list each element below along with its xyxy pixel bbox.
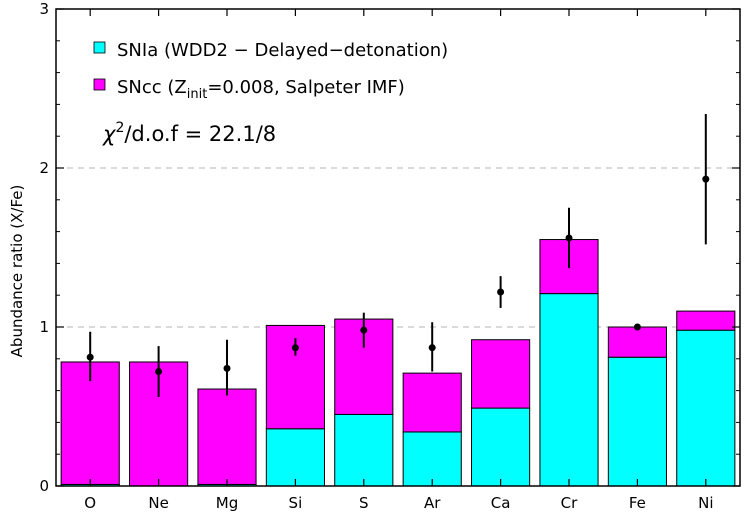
bar-sncc-fe (607, 326, 667, 358)
observed-point-ne (155, 368, 163, 376)
legend: SNIa (WDD2 − Delayed−detonation) SNcc (Z… (93, 40, 448, 102)
bar-sncc-ar (402, 372, 462, 433)
y-tick-label: 2 (39, 159, 49, 177)
bar-snia-ar (402, 431, 462, 487)
bar-snia-s (334, 413, 394, 487)
legend-swatch-snia (93, 41, 106, 54)
observed-point-o (86, 353, 94, 361)
x-tick-label-ar: Ar (424, 494, 441, 512)
bar-snia-cr (539, 293, 599, 487)
observed-points (86, 113, 710, 397)
y-tick-label: 1 (39, 318, 49, 336)
observed-point-mg (223, 364, 231, 372)
x-tick-label-ca: Ca (491, 494, 511, 512)
x-tick-label-mg: Mg (216, 494, 238, 512)
observed-point-s (360, 326, 368, 334)
y-tick-label: 3 (39, 0, 49, 18)
bar-snia-ni (676, 329, 736, 487)
legend-label-snia: SNIa (WDD2 − Delayed−detonation) (117, 40, 448, 61)
y-axis-label: Abundance ratio (X/Fe) (8, 185, 26, 358)
bar-sncc-ca (471, 339, 531, 409)
x-tick-label-fe: Fe (629, 494, 646, 512)
x-tick-label-si: Si (289, 494, 303, 512)
axis-ticks: 0 1 2 3 O Ne Mg Si S Ar Ca Cr Fe Ni (39, 0, 740, 512)
observed-point-ca (497, 288, 505, 296)
x-tick-label-cr: Cr (561, 494, 578, 512)
observed-point-si (291, 344, 299, 352)
bar-snia-ca (471, 407, 531, 487)
legend-label-sncc: SNcc (Zinit=0.008, Salpeter IMF) (117, 77, 405, 102)
bar-sncc-o (60, 361, 120, 485)
chi-square-annotation: χ2/d.o.f = 22.1/8 (102, 120, 276, 146)
y-tick-label: 0 (39, 477, 49, 495)
observed-point-ni (702, 175, 710, 183)
grid-lines (56, 167, 740, 328)
plot-frame (55, 8, 741, 487)
bars (60, 239, 736, 487)
observed-point-cr (565, 234, 573, 242)
bar-sncc-mg (197, 388, 257, 485)
bar-snia-fe (607, 356, 667, 487)
observed-point-fe (633, 323, 641, 331)
bar-snia-si (265, 428, 325, 487)
x-tick-label-ne: Ne (148, 494, 168, 512)
x-tick-label-s: S (359, 494, 369, 512)
x-tick-label-o: O (84, 494, 96, 512)
x-tick-label-ni: Ni (698, 494, 713, 512)
legend-swatch-sncc (93, 78, 106, 91)
observed-point-ar (428, 344, 436, 352)
bar-sncc-ni (676, 310, 736, 331)
